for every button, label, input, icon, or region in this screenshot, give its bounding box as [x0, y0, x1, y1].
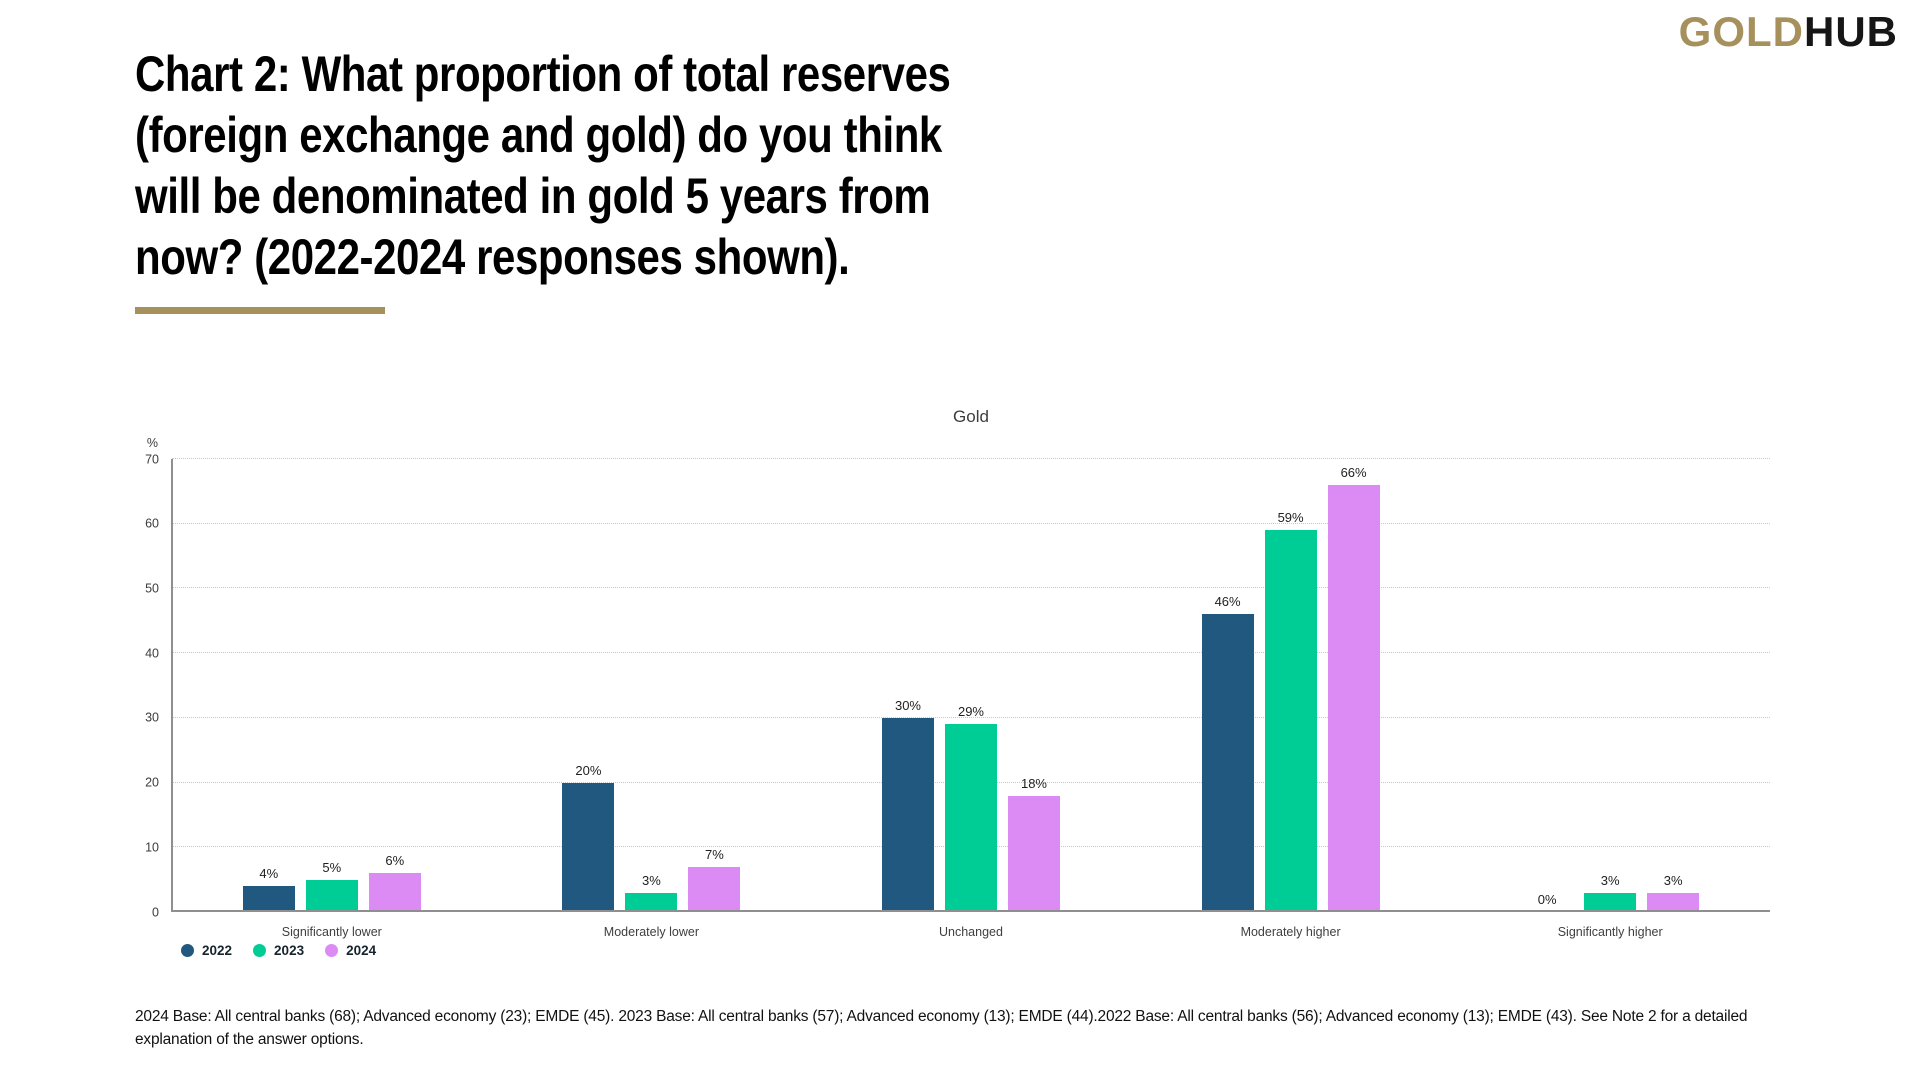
legend-dot-icon — [181, 944, 194, 957]
bar-2024-significantly-higher: 3% — [1647, 872, 1700, 912]
bar-2023-significantly-lower: 5% — [305, 859, 358, 912]
bar-rect — [1327, 484, 1380, 912]
y-tick-label-60: 60 — [145, 516, 159, 531]
bar-value-label: 0% — [1537, 892, 1557, 907]
category-label-significantly-higher: Significantly higher — [1557, 925, 1663, 939]
goldhub-logo: GOLDHUB — [1679, 8, 1898, 56]
category-label-moderately-higher: Moderately higher — [1240, 925, 1341, 939]
footnote: 2024 Base: All central banks (68); Advan… — [135, 1008, 1748, 1048]
logo-gold-text: GOLD — [1678, 8, 1804, 55]
bar-value-label: 4% — [259, 866, 279, 882]
logo-hub-text: HUB — [1804, 8, 1898, 55]
bar-rect — [368, 873, 421, 912]
bar-2023-moderately-higher: 59% — [1264, 510, 1317, 912]
bar-2024-unchanged: 18% — [1007, 775, 1060, 912]
legend-dot-icon — [325, 944, 339, 957]
bar-rect — [1264, 530, 1317, 912]
bar-rect — [625, 892, 678, 912]
bar-2022-significantly-lower: 4% — [242, 866, 295, 912]
page-title: Chart 2: What proportion of total reserv… — [135, 44, 951, 288]
bar-value-label: 6% — [385, 853, 405, 869]
plot-area: 70 60 50 40 30 20 10 0 4% 5% 6% Significantly lower… — [145, 453, 1770, 939]
legend-item-2024: 2024 — [325, 943, 376, 958]
title-line-4: now? (2022-2024 responses shown). — [135, 229, 850, 285]
bar-value-label: 30% — [894, 697, 921, 713]
bar-group-unchanged: 30% 29% 18% Unchanged — [811, 459, 1131, 939]
y-tick-label-30: 30 — [145, 710, 159, 725]
bar-rect — [1201, 614, 1254, 912]
title-line-1: Chart 2: What proportion of total reserv… — [135, 46, 951, 102]
bar-rect — [1584, 892, 1637, 912]
bar-rect — [562, 782, 615, 912]
bar-value-label: 3% — [641, 872, 661, 888]
bar-value-label: 3% — [1600, 872, 1620, 888]
bar-cluster: 30% 29% 18% — [881, 697, 1060, 912]
category-label-unchanged: Unchanged — [939, 925, 1003, 939]
gridline-70 — [172, 458, 1770, 459]
bar-2022-unchanged: 30% — [881, 697, 934, 912]
bar-2024-moderately-higher: 66% — [1327, 464, 1380, 912]
bar-rect — [944, 724, 997, 912]
y-tick-label-10: 10 — [145, 840, 159, 855]
bar-value-label: 7% — [704, 846, 724, 862]
bar-value-label: 59% — [1277, 510, 1304, 526]
bar-group-moderately-lower: 20% 3% 7% Moderately lower — [492, 459, 812, 939]
bar-2022-moderately-lower: 20% — [562, 762, 615, 912]
x-axis-line — [171, 910, 1770, 912]
bar-rect — [1007, 795, 1060, 912]
legend-label: 2022 — [202, 943, 233, 958]
category-label-significantly-lower: Significantly lower — [281, 925, 382, 939]
title-line-2: (foreign exchange and gold) do you think — [135, 107, 942, 163]
category-label-moderately-lower: Moderately lower — [603, 925, 699, 939]
bar-rect — [1647, 892, 1700, 912]
y-tick-label-40: 40 — [145, 645, 159, 660]
bar-cluster: 20% 3% 7% — [562, 762, 741, 912]
y-axis-unit-label: % — [146, 436, 158, 450]
legend-dot-icon — [253, 944, 267, 957]
bar-2022-significantly-higher: 0% — [1521, 892, 1573, 912]
legend-item-2022: 2022 — [181, 943, 232, 958]
title-line-3: will be denominated in gold 5 years from — [135, 168, 931, 224]
bar-rect — [242, 886, 295, 912]
bar-2024-significantly-lower: 6% — [368, 853, 421, 912]
bar-rect — [305, 879, 358, 912]
gridline-40 — [172, 652, 1770, 654]
bar-2022-moderately-higher: 46% — [1201, 594, 1254, 912]
legend-label: 2023 — [274, 943, 305, 958]
legend-item-2023: 2023 — [253, 943, 304, 958]
bar-value-label: 5% — [322, 859, 342, 875]
legend: 2022 2023 2024 — [181, 943, 376, 958]
bar-rect — [881, 717, 934, 912]
bar-value-label: 18% — [1020, 775, 1047, 791]
bar-cluster: 4% 5% 6% — [242, 853, 421, 912]
bar-value-label: 3% — [1663, 872, 1683, 888]
bar-group-significantly-higher: 0% 3% 3% Significantly higher — [1450, 459, 1770, 939]
bar-2023-unchanged: 29% — [944, 704, 997, 912]
y-tick-label-0: 0 — [152, 904, 159, 919]
bar-value-label: 29% — [957, 704, 984, 720]
y-axis-line — [171, 459, 173, 912]
gridline-30 — [172, 716, 1770, 718]
bar-value-label: 20% — [575, 762, 602, 778]
bar-2024-moderately-lower: 7% — [688, 846, 741, 912]
bar-2023-significantly-higher: 3% — [1584, 872, 1637, 912]
bar-2023-moderately-lower: 3% — [625, 872, 678, 912]
legend-label: 2024 — [346, 943, 377, 958]
y-tick-label-20: 20 — [145, 775, 159, 790]
bar-value-label: 46% — [1214, 594, 1241, 610]
y-tick-label-70: 70 — [145, 451, 159, 466]
bar-group-moderately-higher: 46% 59% 66% Moderately higher — [1131, 459, 1451, 939]
bar-cluster: 46% 59% 66% — [1201, 464, 1380, 912]
bar-cluster: 0% 3% 3% — [1521, 872, 1700, 912]
gridline-50 — [172, 587, 1770, 589]
chart-subtitle: Gold — [953, 407, 989, 426]
title-underline-accent — [135, 307, 385, 314]
gridline-60 — [172, 522, 1770, 524]
bar-rect — [688, 866, 741, 912]
bar-group-significantly-lower: 4% 5% 6% Significantly lower — [172, 459, 492, 939]
bar-value-label: 66% — [1340, 464, 1367, 480]
y-tick-label-50: 50 — [145, 581, 159, 596]
